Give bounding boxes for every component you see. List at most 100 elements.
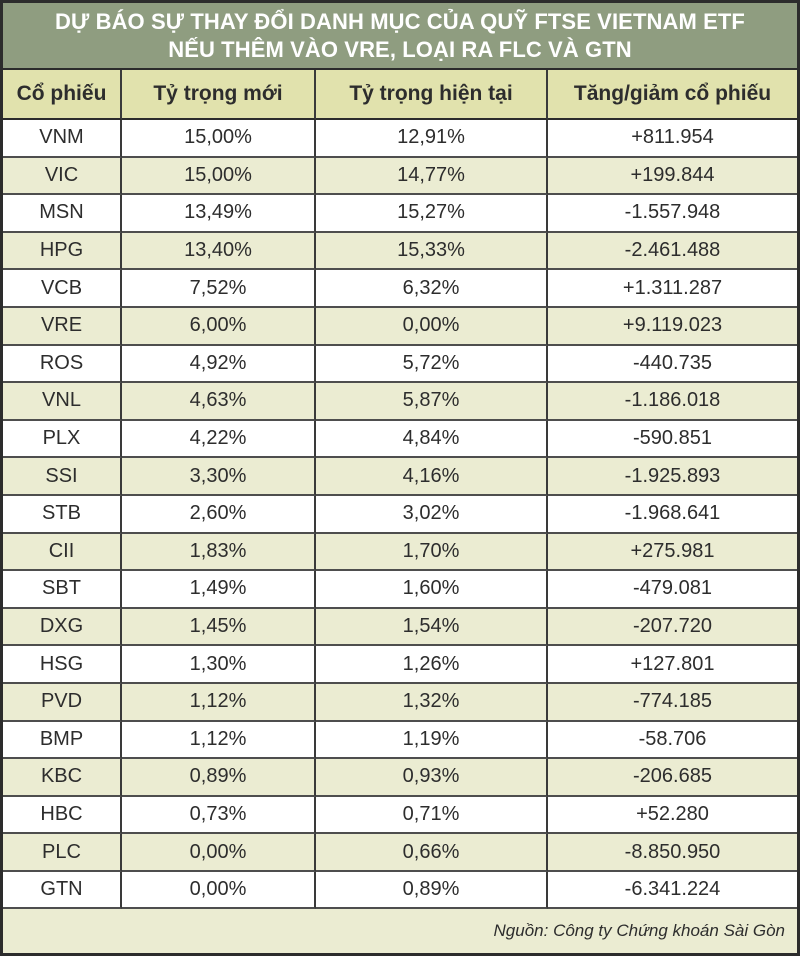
table-title: DỰ BÁO SỰ THAY ĐỔI DANH MỤC CỦA QUỸ FTSE… <box>3 3 797 70</box>
cell-ticker: VNL <box>3 383 122 421</box>
cell-new-weight: 7,52% <box>122 270 316 308</box>
cell-ticker: CII <box>3 533 122 572</box>
cell-share-change: -590.851 <box>548 420 797 459</box>
col-header-stock: Cổ phiếu <box>3 70 122 120</box>
cell-share-change: +199.844 <box>548 157 797 196</box>
cell-ticker: BMP <box>3 721 122 760</box>
cell-ticker: VNM <box>3 120 122 158</box>
table-row: BMP 1,12% 1,19% -58.706 <box>3 721 797 760</box>
cell-share-change: -440.735 <box>548 345 797 384</box>
cell-ticker: SBT <box>3 571 122 609</box>
cell-share-change: -8.850.950 <box>548 834 797 872</box>
cell-current-weight: 1,32% <box>316 683 548 722</box>
cell-share-change: -1.925.893 <box>548 458 797 496</box>
cell-share-change: -1.186.018 <box>548 383 797 421</box>
cell-current-weight: 15,27% <box>316 195 548 233</box>
table-row: PVD 1,12% 1,32% -774.185 <box>3 683 797 722</box>
cell-new-weight: 15,00% <box>122 157 316 196</box>
table-row: SBT 1,49% 1,60% -479.081 <box>3 571 797 609</box>
table-row: VCB 7,52% 6,32% +1.311.287 <box>3 270 797 308</box>
cell-share-change: +1.311.287 <box>548 270 797 308</box>
cell-current-weight: 0,66% <box>316 834 548 872</box>
cell-share-change: -1.557.948 <box>548 195 797 233</box>
cell-share-change: -1.968.641 <box>548 495 797 534</box>
cell-current-weight: 14,77% <box>316 157 548 196</box>
table-row: HSG 1,30% 1,26% +127.801 <box>3 646 797 684</box>
col-header-current-weight: Tỷ trọng hiện tại <box>316 70 548 120</box>
table-row: HPG 13,40% 15,33% -2.461.488 <box>3 232 797 271</box>
table-row: VIC 15,00% 14,77% +199.844 <box>3 157 797 196</box>
cell-share-change: -2.461.488 <box>548 232 797 271</box>
cell-share-change: -207.720 <box>548 608 797 647</box>
cell-ticker: ROS <box>3 345 122 384</box>
cell-ticker: VCB <box>3 270 122 308</box>
col-header-share-change: Tăng/giảm cổ phiếu <box>548 70 797 120</box>
cell-ticker: SSI <box>3 458 122 496</box>
cell-ticker: PVD <box>3 683 122 722</box>
cell-share-change: -206.685 <box>548 759 797 797</box>
cell-current-weight: 15,33% <box>316 232 548 271</box>
cell-share-change: +127.801 <box>548 646 797 684</box>
col-header-new-weight: Tỷ trọng mới <box>122 70 316 120</box>
table-row: VNM 15,00% 12,91% +811.954 <box>3 120 797 158</box>
cell-new-weight: 3,30% <box>122 458 316 496</box>
source-note: Nguồn: Công ty Chứng khoán Sài Gòn <box>3 909 797 953</box>
cell-ticker: PLX <box>3 420 122 459</box>
cell-current-weight: 0,93% <box>316 759 548 797</box>
table-row: VRE 6,00% 0,00% +9.119.023 <box>3 307 797 346</box>
cell-share-change: -479.081 <box>548 571 797 609</box>
cell-share-change: +52.280 <box>548 796 797 835</box>
cell-new-weight: 1,83% <box>122 533 316 572</box>
table-row: GTN 0,00% 0,89% -6.341.224 <box>3 871 797 910</box>
cell-new-weight: 0,00% <box>122 871 316 910</box>
cell-new-weight: 13,40% <box>122 232 316 271</box>
cell-share-change: -58.706 <box>548 721 797 760</box>
table-row: ROS 4,92% 5,72% -440.735 <box>3 345 797 384</box>
table-row: HBC 0,73% 0,71% +52.280 <box>3 796 797 835</box>
cell-current-weight: 5,87% <box>316 383 548 421</box>
cell-ticker: DXG <box>3 608 122 647</box>
cell-ticker: VRE <box>3 307 122 346</box>
table-row: MSN 13,49% 15,27% -1.557.948 <box>3 195 797 233</box>
cell-new-weight: 4,63% <box>122 383 316 421</box>
cell-ticker: HPG <box>3 232 122 271</box>
cell-ticker: KBC <box>3 759 122 797</box>
cell-new-weight: 6,00% <box>122 307 316 346</box>
cell-current-weight: 0,71% <box>316 796 548 835</box>
table-row: PLX 4,22% 4,84% -590.851 <box>3 420 797 459</box>
cell-current-weight: 3,02% <box>316 495 548 534</box>
cell-ticker: GTN <box>3 871 122 910</box>
cell-new-weight: 1,45% <box>122 608 316 647</box>
cell-share-change: +9.119.023 <box>548 307 797 346</box>
header-row: Cổ phiếu Tỷ trọng mới Tỷ trọng hiện tại … <box>3 70 797 120</box>
cell-ticker: STB <box>3 495 122 534</box>
title-line-2: NẾU THÊM VÀO VRE, LOẠI RA FLC VÀ GTN <box>168 36 632 62</box>
cell-share-change: +811.954 <box>548 120 797 158</box>
cell-share-change: +275.981 <box>548 533 797 572</box>
cell-ticker: VIC <box>3 157 122 196</box>
cell-new-weight: 1,30% <box>122 646 316 684</box>
cell-new-weight: 1,12% <box>122 683 316 722</box>
cell-new-weight: 4,92% <box>122 345 316 384</box>
cell-new-weight: 1,49% <box>122 571 316 609</box>
cell-current-weight: 0,89% <box>316 871 548 910</box>
cell-share-change: -774.185 <box>548 683 797 722</box>
table-row: DXG 1,45% 1,54% -207.720 <box>3 608 797 647</box>
cell-new-weight: 2,60% <box>122 495 316 534</box>
title-line-1: DỰ BÁO SỰ THAY ĐỔI DANH MỤC CỦA QUỸ FTSE… <box>55 8 745 34</box>
cell-new-weight: 13,49% <box>122 195 316 233</box>
cell-current-weight: 4,16% <box>316 458 548 496</box>
cell-current-weight: 0,00% <box>316 307 548 346</box>
table-row: KBC 0,89% 0,93% -206.685 <box>3 759 797 797</box>
table-row: PLC 0,00% 0,66% -8.850.950 <box>3 834 797 872</box>
cell-new-weight: 1,12% <box>122 721 316 760</box>
cell-new-weight: 0,89% <box>122 759 316 797</box>
forecast-table: Cổ phiếu Tỷ trọng mới Tỷ trọng hiện tại … <box>3 70 797 910</box>
table-row: VNL 4,63% 5,87% -1.186.018 <box>3 383 797 421</box>
cell-current-weight: 12,91% <box>316 120 548 158</box>
table-row: STB 2,60% 3,02% -1.968.641 <box>3 495 797 534</box>
cell-new-weight: 0,00% <box>122 834 316 872</box>
cell-current-weight: 6,32% <box>316 270 548 308</box>
cell-current-weight: 4,84% <box>316 420 548 459</box>
cell-current-weight: 1,60% <box>316 571 548 609</box>
